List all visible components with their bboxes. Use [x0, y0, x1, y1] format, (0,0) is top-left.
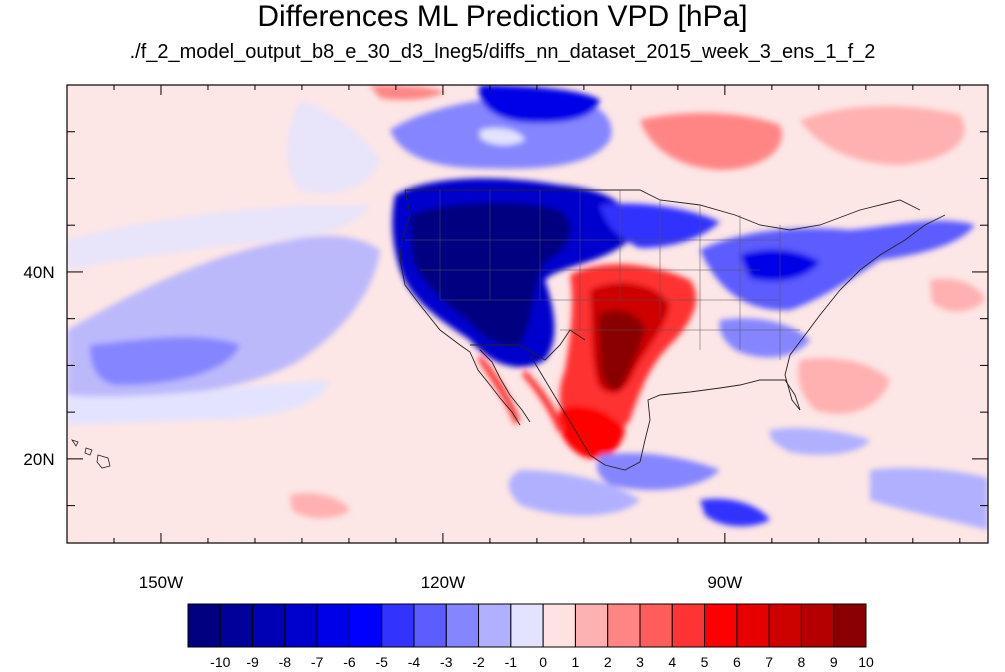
- colorbar-swatch: [284, 603, 318, 648]
- colorbar-swatch: [510, 603, 544, 648]
- colorbar-swatch: [478, 603, 512, 648]
- colorbar-swatch: [348, 603, 383, 648]
- lon-tick-label: 150W: [139, 573, 183, 592]
- colorbar: [187, 603, 867, 648]
- hawaii-islands: [71, 439, 111, 469]
- map-subtitle: ./f_2_model_output_b8_e_30_d3_lneg5/diff…: [129, 41, 876, 63]
- lat-tick-label: 40N: [23, 263, 54, 282]
- vpd-difference-field: [67, 85, 988, 530]
- colorbar-swatch: [671, 603, 706, 648]
- colorbar-label: 0: [539, 654, 547, 670]
- colorbar-swatch: [574, 603, 609, 648]
- colorbar-swatch: [445, 603, 480, 648]
- map-frame: [66, 84, 989, 544]
- colorbar-swatch: [187, 603, 221, 648]
- lon-tick-label: 120W: [421, 573, 465, 592]
- colorbar-label: -1: [505, 654, 518, 670]
- colorbar-labels: -10 -9 -8 -7 -6 -5 -4 -3 -2 -1 0 1 2 3 4 5 6 7 8 9 10: [210, 654, 874, 670]
- state-borders: [405, 190, 800, 360]
- colorbar-label: -10: [210, 654, 230, 670]
- colorbar-swatch: [736, 603, 770, 648]
- axis-ticks: [66, 84, 988, 543]
- colorbar-label: 4: [668, 654, 676, 670]
- colorbar-label: 6: [733, 654, 741, 670]
- colorbar-swatch: [542, 603, 576, 648]
- colorbar-swatch: [219, 603, 254, 648]
- colorbar-swatch: [800, 603, 835, 648]
- colorbar-label: -5: [375, 654, 388, 670]
- colorbar-label: -2: [472, 654, 485, 670]
- colorbar-swatch: [607, 603, 641, 648]
- colorbar-swatch: [316, 603, 350, 648]
- axis-tick-labels: 150W 120W 90W 40N 20N: [23, 263, 742, 592]
- colorbar-label: -7: [311, 654, 324, 670]
- colorbar-label: 8: [798, 654, 806, 670]
- colorbar-swatch: [768, 603, 802, 648]
- coastline: [399, 189, 946, 471]
- colorbar-label: -3: [440, 654, 453, 670]
- colorbar-label: 3: [636, 654, 644, 670]
- colorbar-label: 10: [858, 654, 874, 670]
- lat-tick-label: 20N: [23, 450, 54, 469]
- colorbar-label: -8: [279, 654, 292, 670]
- map-title: Differences ML Prediction VPD [hPa]: [257, 0, 748, 33]
- colorbar-label: -4: [408, 654, 421, 670]
- colorbar-swatch: [639, 603, 673, 648]
- colorbar-label: 2: [604, 654, 612, 670]
- colorbar-label: 7: [765, 654, 773, 670]
- colorbar-label: 9: [830, 654, 838, 670]
- colorbar-label: -6: [343, 654, 356, 670]
- colorbar-label: 1: [572, 654, 580, 670]
- colorbar-swatch: [704, 603, 738, 648]
- colorbar-swatch: [833, 603, 867, 648]
- colorbar-swatch: [381, 603, 415, 648]
- colorbar-swatch: [413, 603, 447, 648]
- colorbar-label: 5: [701, 654, 709, 670]
- colorbar-swatch: [252, 603, 286, 648]
- colorbar-label: -9: [246, 654, 259, 670]
- lon-tick-label: 90W: [707, 573, 742, 592]
